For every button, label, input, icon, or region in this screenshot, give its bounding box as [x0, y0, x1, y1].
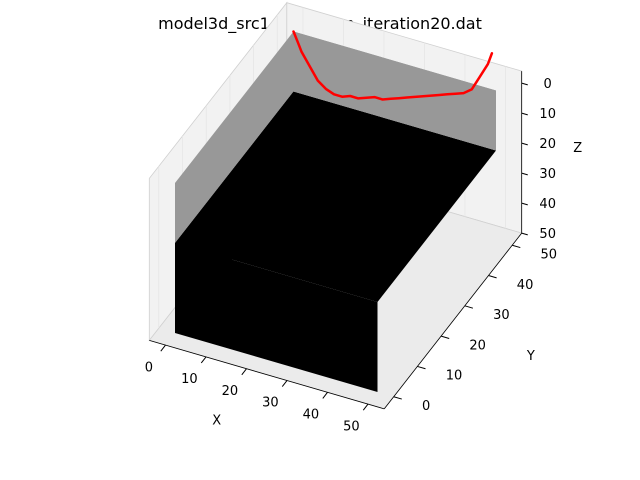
z-tick-label: 10: [539, 107, 556, 122]
raypath: [292, 30, 494, 101]
x-tick-label: 10: [181, 372, 198, 387]
z-tick-mark: [521, 112, 528, 116]
z-tick-label: 20: [539, 137, 556, 152]
x-tick-label: 30: [262, 396, 279, 411]
y-tick-mark: [393, 396, 402, 400]
x-tick-mark: [160, 344, 166, 352]
x-tick-label: 0: [145, 360, 153, 375]
y-tick-label: 30: [493, 308, 510, 323]
y-tick-label: 40: [517, 278, 534, 293]
x-tick-label: 50: [343, 419, 360, 434]
y-tick-label: 0: [422, 399, 430, 414]
z-tick-label: 40: [539, 197, 556, 212]
x-axis-line: [149, 340, 385, 410]
z-tick-label: 0: [544, 77, 552, 92]
y-tick-label: 20: [469, 338, 486, 353]
y-tick-mark: [464, 305, 474, 309]
z-tick-label: 30: [539, 167, 556, 182]
y-tick-mark: [488, 275, 497, 279]
z-tick-mark: [521, 202, 528, 206]
y-tick-label: 10: [446, 369, 463, 384]
y-tick-mark: [512, 244, 521, 249]
y-tick-label: 50: [541, 248, 558, 263]
top-layer-side: [175, 31, 294, 243]
x-tick-mark: [322, 392, 328, 399]
y-axis-line: [383, 232, 522, 410]
x-tick-mark: [281, 380, 288, 387]
z-tick-mark: [521, 172, 528, 176]
z-axis-label: Z: [573, 141, 582, 156]
z-tick-label: 50: [539, 227, 556, 242]
y-tick-mark: [440, 335, 450, 339]
bottom-layer-front: [175, 243, 378, 392]
x-tick-mark: [362, 403, 369, 411]
x-tick-mark: [200, 356, 207, 364]
axis-ticks-and-labels: 0 10 20 30 40 50 X 0 10 20 30 40 50 Y 0 10 20 30 40 50 Z: [145, 71, 582, 434]
model-layers: [175, 31, 496, 392]
raypath-line: [292, 30, 494, 101]
z-tick-mark: [521, 142, 528, 146]
y-axis-label: Y: [526, 349, 535, 364]
z-tick-mark: [521, 82, 528, 86]
x-axis-label: X: [212, 414, 221, 429]
top-layer-face: [293, 31, 496, 151]
y-tick-mark: [417, 365, 426, 370]
x-tick-label: 20: [222, 384, 239, 399]
x-tick-label: 40: [303, 408, 320, 423]
x-tick-mark: [241, 368, 247, 376]
z-tick-mark: [521, 232, 528, 236]
